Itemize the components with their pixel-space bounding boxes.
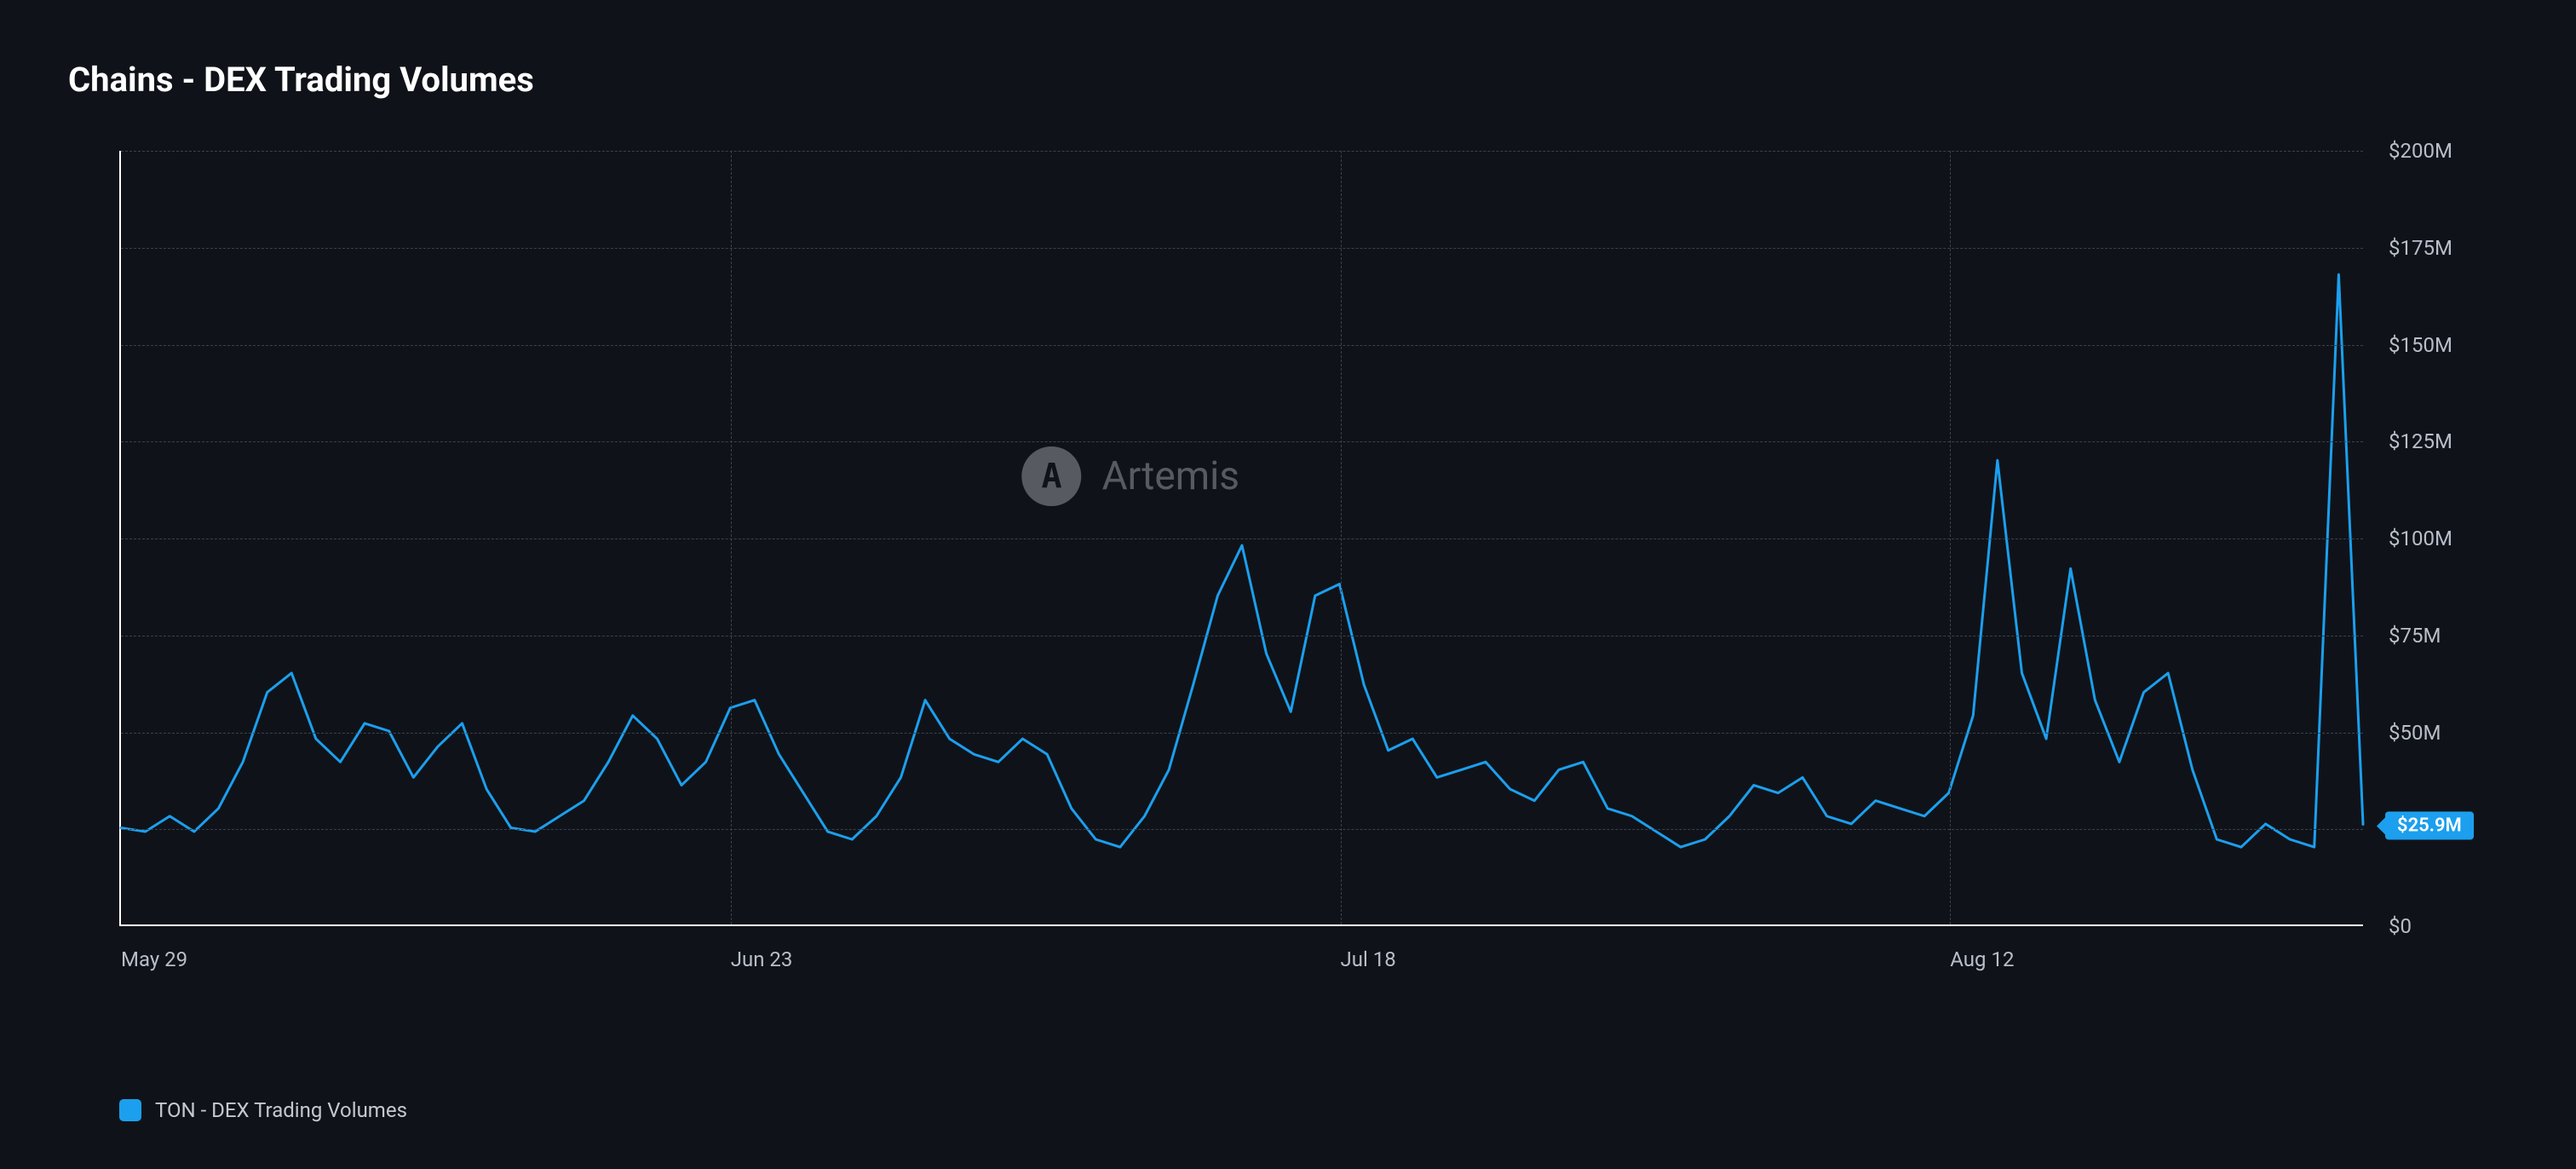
y-axis-label: $0 (2372, 914, 2491, 938)
gridline-horizontal (121, 538, 2363, 539)
gridline-horizontal (121, 829, 2363, 830)
gridline-horizontal (121, 345, 2363, 346)
y-axis-label: $175M (2372, 236, 2491, 260)
x-axis-label: Aug 12 (1950, 947, 2014, 971)
plot-region: A Artemis $0$25M$50M$75M$100M$125M$150M$… (119, 151, 2363, 926)
x-axis-label: Jul 18 (1341, 947, 1396, 971)
y-axis-label: $100M (2372, 527, 2491, 550)
gridline-horizontal (121, 151, 2363, 152)
gridline-vertical (1341, 151, 1342, 924)
gridline-vertical (731, 151, 732, 924)
gridline-horizontal (121, 733, 2363, 734)
legend-label: TON - DEX Trading Volumes (155, 1098, 407, 1122)
y-axis-label: $50M (2372, 721, 2491, 745)
y-axis-label: $200M (2372, 139, 2491, 163)
chart-container: Chains - DEX Trading Volumes A Artemis $… (0, 0, 2576, 1169)
series-line (121, 274, 2363, 847)
gridline-vertical (1950, 151, 1951, 924)
chart-title: Chains - DEX Trading Volumes (68, 60, 2499, 100)
gridline-horizontal (121, 248, 2363, 249)
y-axis-label: $150M (2372, 333, 2491, 357)
legend-swatch-icon (119, 1099, 141, 1121)
line-chart-svg (121, 151, 2363, 924)
chart-area: A Artemis $0$25M$50M$75M$100M$125M$150M$… (68, 151, 2499, 969)
y-axis-label: $75M (2372, 624, 2491, 648)
y-axis-label: $125M (2372, 429, 2491, 453)
gridline-horizontal (121, 441, 2363, 442)
current-value-badge: $25.9M (2385, 812, 2474, 840)
legend: TON - DEX Trading Volumes (119, 1098, 407, 1122)
x-axis-label: May 29 (121, 947, 187, 971)
x-axis-label: Jun 23 (731, 947, 793, 971)
